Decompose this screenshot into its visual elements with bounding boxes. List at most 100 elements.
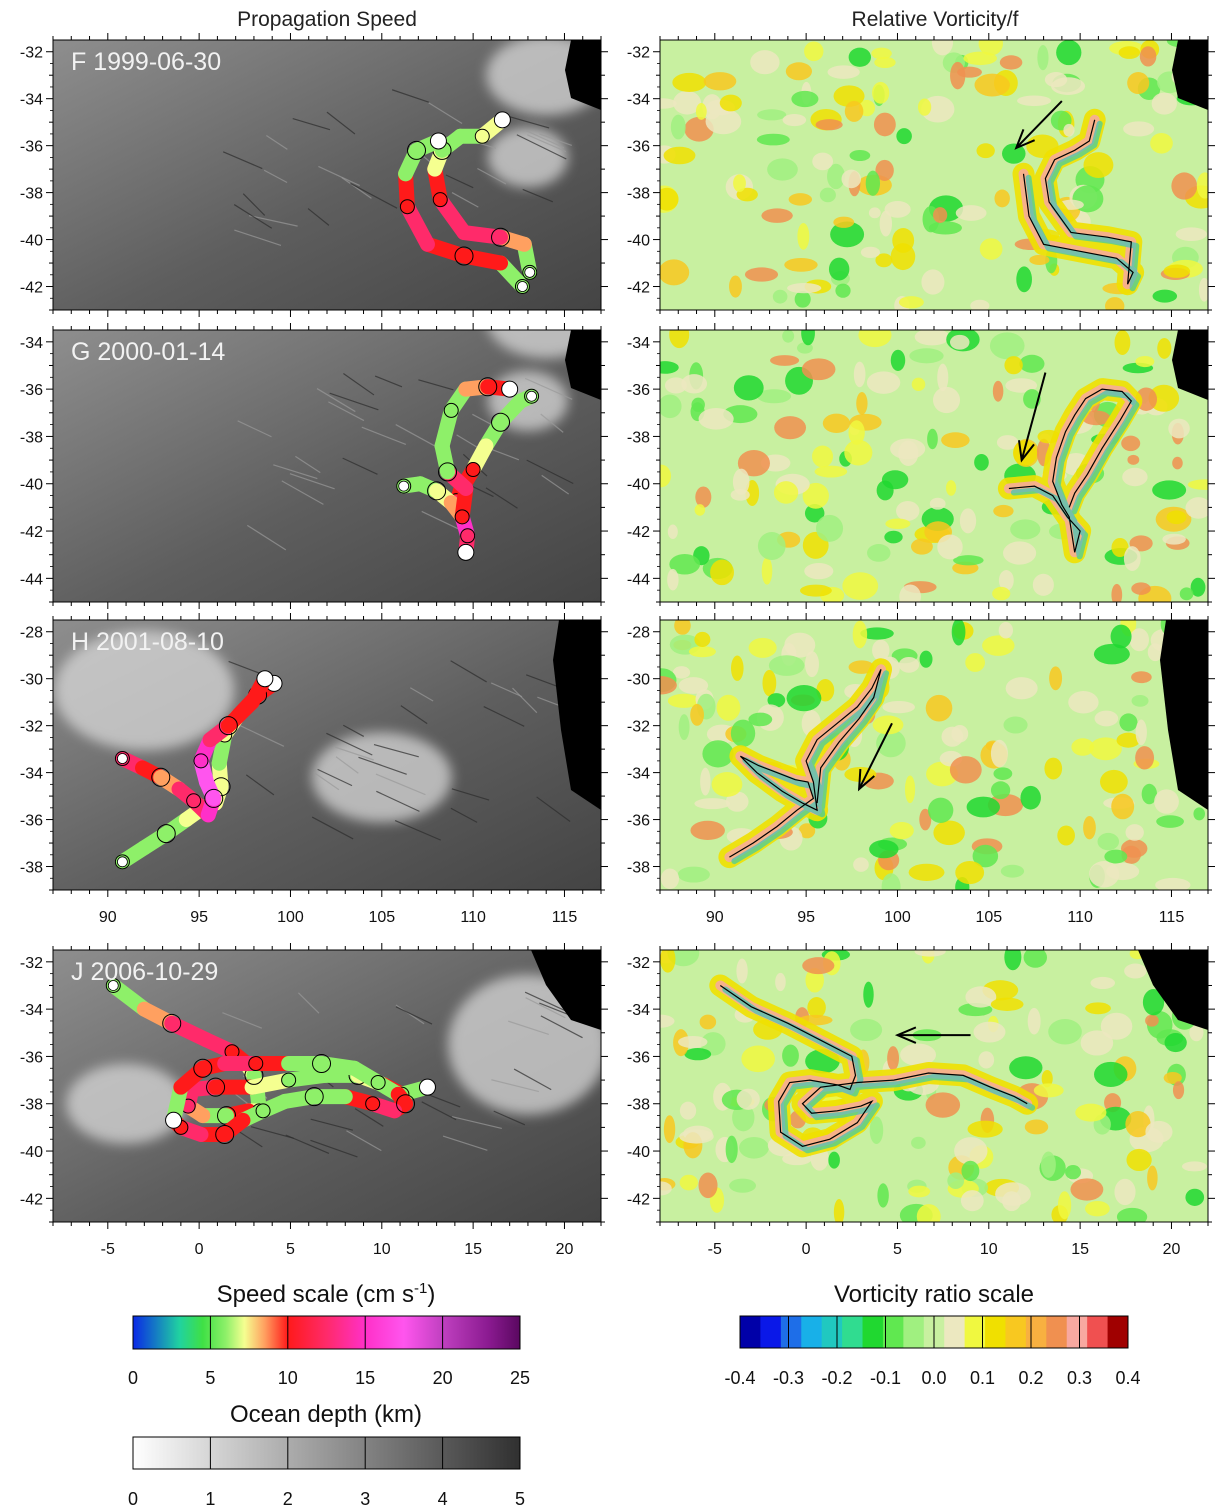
vorticity-blob	[757, 532, 786, 561]
vorticity-blob	[908, 863, 945, 881]
track-point-marker	[443, 402, 459, 418]
vorticity-blob	[1125, 1111, 1151, 1138]
vorticity-blob	[1099, 769, 1128, 794]
vorticity-blob	[703, 72, 737, 91]
y-tick-label: -40	[20, 233, 43, 250]
vorticity-blob	[865, 170, 881, 196]
vorticity-blob	[876, 729, 906, 758]
track-point-marker	[312, 1054, 332, 1074]
vorticity-colorbar-cell	[780, 1316, 802, 1348]
vorticity-blob	[700, 767, 711, 796]
ridge-mark	[222, 151, 263, 170]
ridge-mark	[307, 208, 330, 226]
vorticity-blob	[667, 568, 679, 591]
vorticity-tick-label: 0.2	[1018, 1368, 1043, 1388]
vorticity-blob	[802, 482, 829, 509]
ridge-mark	[394, 819, 441, 841]
vorticity-blob	[982, 635, 1015, 656]
vorticity-blob	[1118, 46, 1141, 59]
ridge-mark	[289, 473, 335, 490]
y-tick-label: -40	[627, 233, 650, 250]
vortex-band-negative	[1025, 120, 1142, 292]
ridge-mark	[222, 1012, 263, 1029]
panels-group: F 1999-06-30-32-34-36-38-40-42-32-34-36-…	[20, 33, 1215, 1258]
vorticity-blob	[1049, 666, 1063, 691]
ridge-mark	[234, 722, 285, 747]
panel-h-vorticity: -28 -30 -32 -34 -36 -38 90 95 100 105 110 115	[627, 613, 1215, 926]
x-tick-label: 90	[99, 909, 117, 926]
vorticity-blob	[694, 798, 731, 810]
speed-scale: Speed scale (cm s-1) 0 5 10 15 20 25	[128, 1280, 530, 1388]
vorticity-blob	[1121, 435, 1141, 452]
vorticity-blob	[802, 957, 835, 975]
vorticity-blob	[1111, 583, 1123, 602]
ridge-mark	[346, 1130, 382, 1152]
shallow-shelf	[54, 630, 235, 751]
vorticity-blob	[1085, 1200, 1110, 1217]
ridge-mark	[373, 743, 419, 758]
vorticity-blob	[733, 174, 746, 192]
ridge-mark	[525, 997, 566, 1019]
vorticity-blob	[791, 90, 819, 108]
vorticity-blob	[1151, 92, 1177, 115]
vorticity-blob	[872, 715, 904, 735]
panel-label: G 2000-01-14	[71, 338, 225, 366]
ridge-mark	[541, 474, 570, 495]
vorticity-blob	[782, 1044, 799, 1067]
vorticity-blob	[737, 450, 770, 477]
vorticity-blob	[889, 822, 914, 840]
track-point-marker	[156, 824, 176, 844]
ridge-mark	[354, 1108, 384, 1127]
vorticity-blob	[848, 660, 875, 674]
ridge-mark	[539, 133, 573, 146]
vorticity-blob	[732, 1103, 755, 1132]
vorticity-blob	[873, 112, 896, 137]
vorticity-blob	[973, 1021, 1006, 1043]
vorticity-blob	[1089, 737, 1122, 761]
vorticity-blob	[733, 375, 764, 401]
vorticity-blob	[1163, 1072, 1182, 1084]
vorticity-blob	[660, 950, 676, 973]
vorticity-blob	[965, 653, 986, 672]
track-start-marker	[524, 267, 536, 278]
ridge-mark	[313, 771, 340, 791]
vorticity-blob	[882, 700, 915, 714]
ridge-mark	[342, 457, 378, 475]
vorticity-blob	[941, 432, 970, 448]
vorticity-blob	[1116, 1207, 1148, 1222]
track-point-marker	[304, 1087, 324, 1107]
speed-tick-label: 5	[205, 1368, 215, 1388]
vorticity-colorbar-cell	[801, 1316, 823, 1348]
vorticity-blob	[1016, 266, 1032, 293]
vorticity-blob	[1135, 356, 1155, 368]
vorticity-blob	[1094, 710, 1119, 727]
vorticity-blob	[804, 651, 819, 678]
vorticity-blob	[1114, 1178, 1136, 1206]
left-column-title: Propagation Speed	[237, 8, 417, 31]
track-start-marker	[517, 281, 528, 292]
vorticity-blob	[660, 259, 690, 286]
vorticity-blob	[719, 94, 742, 112]
y-tick-label: -32	[627, 45, 650, 62]
vorticity-blob	[1003, 541, 1037, 565]
ridge-mark	[374, 375, 403, 388]
y-tick-label: -34	[20, 335, 43, 352]
vorticity-blob	[1193, 807, 1206, 821]
speed-colorbar-ticks: 0 5 10 15 20 25	[128, 1316, 530, 1388]
vorticity-blob	[898, 656, 920, 673]
vorticity-blob	[1033, 1083, 1064, 1098]
vorticity-colorbar-cell	[842, 1316, 864, 1348]
ridge-mark	[445, 174, 474, 189]
panel-label: H 2001-08-10	[71, 628, 224, 656]
vorticity-blob	[1131, 582, 1151, 595]
land-mask	[531, 950, 601, 1030]
vorticity-blob	[976, 143, 995, 159]
vorticity-blob	[1085, 1002, 1111, 1015]
vorticity-blob	[1083, 152, 1114, 178]
x-tick-label: 100	[277, 909, 304, 926]
vorticity-blob	[853, 857, 869, 872]
vorticity-blob	[797, 222, 810, 250]
vorticity-blob	[828, 1151, 840, 1169]
vorticity-blob	[744, 267, 779, 282]
vorticity-blob	[1172, 1081, 1185, 1100]
